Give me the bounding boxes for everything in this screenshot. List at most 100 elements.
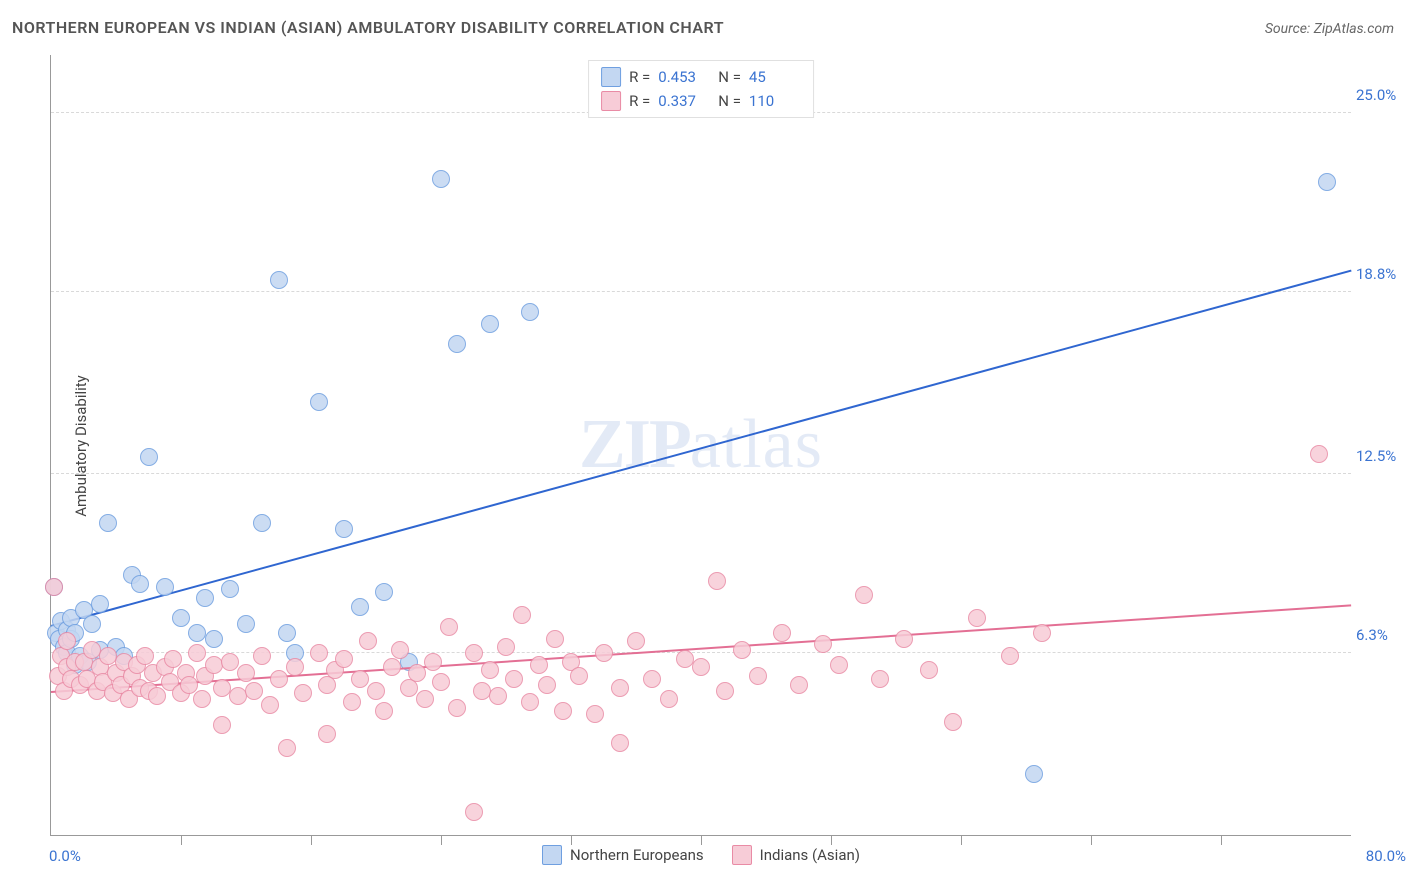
data-point <box>213 679 231 697</box>
data-point <box>245 682 263 700</box>
data-point <box>383 658 401 676</box>
data-point <box>343 693 361 711</box>
data-point <box>156 578 174 596</box>
x-tick <box>1091 835 1092 845</box>
data-point <box>193 690 211 708</box>
data-point <box>221 580 239 598</box>
data-point <box>611 734 629 752</box>
data-point <box>83 615 101 633</box>
data-point <box>895 630 913 648</box>
data-point <box>1318 173 1336 191</box>
data-point <box>716 682 734 700</box>
data-point <box>140 448 158 466</box>
data-point <box>505 670 523 688</box>
data-point <box>465 644 483 662</box>
data-point <box>546 630 564 648</box>
trend-line <box>51 270 1352 627</box>
data-point <box>513 606 531 624</box>
data-point <box>286 658 304 676</box>
data-point <box>830 656 848 674</box>
data-point <box>521 693 539 711</box>
data-point <box>335 650 353 668</box>
data-point <box>205 630 223 648</box>
scatter-plot: ZIPatlas R = 0.453 N = 45 R = 0.337 N = … <box>50 55 1351 836</box>
legend-row-indian: R = 0.337 N = 110 <box>601 89 801 113</box>
legend-item-northern: Northern Europeans <box>542 845 704 865</box>
data-point <box>310 393 328 411</box>
x-tick <box>571 835 572 845</box>
data-point <box>676 650 694 668</box>
data-point <box>465 803 483 821</box>
x-tick <box>701 835 702 845</box>
data-point <box>375 702 393 720</box>
data-point <box>660 690 678 708</box>
chart-title: NORTHERN EUROPEAN VS INDIAN (ASIAN) AMBU… <box>12 18 724 37</box>
x-tick <box>441 835 442 845</box>
legend-item-indian: Indians (Asian) <box>732 845 860 865</box>
x-tick <box>1221 835 1222 845</box>
legend-row-northern: R = 0.453 N = 45 <box>601 65 801 89</box>
data-point <box>440 618 458 636</box>
data-point <box>351 670 369 688</box>
data-point <box>416 690 434 708</box>
data-point <box>58 632 76 650</box>
data-point <box>708 572 726 590</box>
data-point <box>45 578 63 596</box>
y-tick-label: 18.8% <box>1356 265 1406 283</box>
data-point <box>814 635 832 653</box>
data-point <box>733 641 751 659</box>
data-point <box>855 586 873 604</box>
data-point <box>270 271 288 289</box>
x-tick <box>831 835 832 845</box>
data-point <box>164 650 182 668</box>
data-point <box>1001 647 1019 665</box>
data-point <box>310 644 328 662</box>
data-point <box>270 670 288 688</box>
data-point <box>692 658 710 676</box>
data-point <box>375 583 393 601</box>
data-point <box>221 653 239 671</box>
gridline <box>51 291 1351 292</box>
y-tick-label: 25.0% <box>1356 86 1406 104</box>
data-point <box>261 696 279 714</box>
data-point <box>871 670 889 688</box>
data-point <box>968 609 986 627</box>
data-point <box>172 609 190 627</box>
data-point <box>521 303 539 321</box>
data-point <box>538 676 556 694</box>
x-tick <box>181 835 182 845</box>
gridline <box>51 473 1351 474</box>
data-point <box>213 716 231 734</box>
data-point <box>188 644 206 662</box>
data-point <box>570 667 588 685</box>
data-point <box>278 624 296 642</box>
data-point <box>448 699 466 717</box>
data-point <box>432 673 450 691</box>
data-point <box>359 632 377 650</box>
data-point <box>278 739 296 757</box>
data-point <box>481 315 499 333</box>
data-point <box>481 661 499 679</box>
data-point <box>497 638 515 656</box>
data-point <box>643 670 661 688</box>
data-point <box>790 676 808 694</box>
data-point <box>749 667 767 685</box>
data-point <box>424 653 442 671</box>
data-point <box>944 713 962 731</box>
data-point <box>99 514 117 532</box>
y-tick-label: 6.3% <box>1356 626 1406 644</box>
data-point <box>351 598 369 616</box>
data-point <box>180 676 198 694</box>
data-point <box>627 632 645 650</box>
data-point <box>91 595 109 613</box>
y-tick-label: 12.5% <box>1356 447 1406 465</box>
data-point <box>318 725 336 743</box>
data-point <box>253 514 271 532</box>
data-point <box>554 702 572 720</box>
data-point <box>530 656 548 674</box>
data-point <box>131 575 149 593</box>
gridline <box>51 652 1351 653</box>
x-min-label: 0.0% <box>49 847 81 865</box>
data-point <box>391 641 409 659</box>
data-point <box>196 589 214 607</box>
